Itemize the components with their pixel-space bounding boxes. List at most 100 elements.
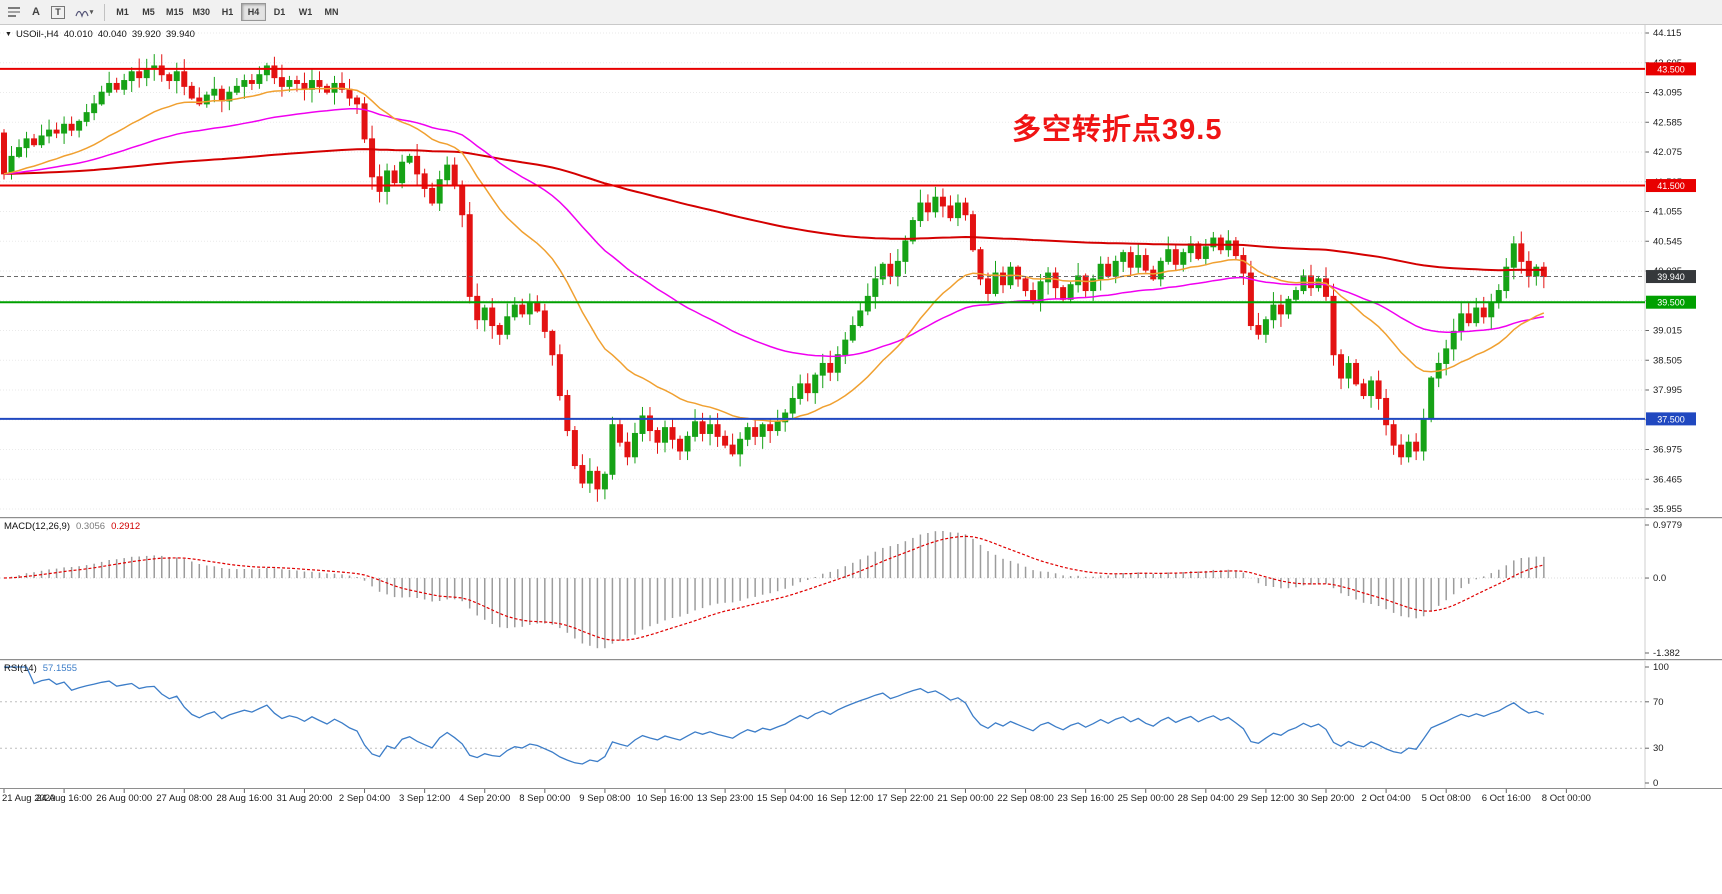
time-axis-tick: 28 Aug 16:00	[216, 793, 272, 804]
candle-down	[752, 427, 759, 437]
candle-up	[8, 155, 15, 175]
ma-line-slow	[3, 148, 1544, 272]
candle-down	[556, 354, 563, 397]
timeframe-d1[interactable]: D1	[273, 7, 286, 17]
text-annotate-icon[interactable]: A	[32, 6, 40, 18]
candle-up	[444, 164, 451, 181]
candle-up	[759, 424, 766, 437]
candle-down	[188, 85, 195, 99]
time-axis-tick: 16 Sep 12:00	[817, 793, 874, 804]
candle-up	[1135, 255, 1142, 268]
time-axis-tick: 29 Sep 12:00	[1238, 793, 1295, 804]
candle-up	[797, 383, 804, 399]
time-axis-tick: 28 Sep 04:00	[1178, 793, 1235, 804]
order-lines-icon-glyph	[8, 7, 20, 17]
candle-down	[827, 362, 834, 373]
timeframe-group: M1 M5 M15 M30 H1 H4 D1 W1 MN	[110, 3, 344, 21]
candle-up	[707, 424, 714, 434]
candle-down	[316, 80, 323, 87]
candle-down	[496, 325, 503, 335]
price-tag	[1646, 179, 1696, 193]
toolbar-separator	[104, 3, 105, 21]
candle-down	[1390, 424, 1397, 446]
candle-up	[872, 278, 879, 297]
candle-down	[421, 173, 428, 189]
candle-up	[46, 129, 53, 137]
candle-down	[984, 278, 991, 294]
price-axis-tick: 40.545	[1653, 236, 1682, 247]
cycle-lines-icon[interactable]: ▾	[69, 2, 99, 22]
price-axis-tick: 44.115	[1653, 28, 1681, 39]
candle-down	[346, 88, 353, 99]
price-tag-label: 37.500	[1657, 414, 1685, 424]
candle-down	[1338, 354, 1345, 379]
rsi-value: 57.1555	[42, 663, 78, 674]
candle-up	[61, 123, 68, 134]
candle-down	[361, 103, 368, 140]
candle-up	[744, 427, 751, 440]
time-axis-tick: 26 Aug 00:00	[96, 793, 152, 804]
candle-up	[399, 161, 406, 184]
candle-down	[654, 430, 661, 443]
chart-dropdown-arrow-icon[interactable]: ▼	[5, 31, 12, 38]
timeframe-m5[interactable]: M5	[142, 7, 155, 17]
candle-down	[767, 424, 774, 432]
candle-up	[1270, 304, 1277, 321]
candle-down	[677, 438, 684, 452]
candle-up	[601, 473, 608, 490]
candle-down	[534, 301, 541, 312]
candle-up	[76, 120, 83, 131]
timeframe-h1[interactable]: H1	[221, 7, 234, 17]
chart-annotation-text[interactable]: 多空转折点39.5	[1012, 114, 1223, 146]
candle-up	[106, 82, 113, 93]
price-tag-label: 39.500	[1657, 298, 1685, 308]
candle-up	[91, 103, 98, 114]
price-tag-label: 39.940	[1657, 272, 1685, 282]
candle-down	[669, 427, 676, 440]
candle-down	[1465, 313, 1472, 324]
text-label-icon[interactable]: T	[47, 2, 69, 22]
rsi-axis-tick: 70	[1653, 697, 1664, 708]
candle-down	[181, 71, 188, 87]
text-label-icon-glyph: T	[51, 5, 65, 19]
candle-down	[1353, 362, 1360, 385]
timeframe-m15[interactable]: M15	[166, 7, 184, 17]
timeframe-h4[interactable]: H4	[241, 3, 267, 21]
candle-up	[954, 202, 961, 219]
candle-down	[564, 395, 571, 432]
candle-down	[1082, 275, 1089, 292]
timeframe-m1[interactable]: M1	[116, 7, 129, 17]
order-lines-icon[interactable]	[3, 2, 25, 22]
candle-up	[909, 220, 916, 242]
candle-up	[226, 91, 233, 102]
candle-down	[1277, 304, 1284, 315]
candle-down	[541, 310, 548, 332]
price-axis-tick: 35.955	[1653, 504, 1682, 515]
candle-down	[519, 304, 526, 315]
candle-down	[1015, 266, 1022, 280]
rsi-axis-tick: 100	[1653, 662, 1669, 673]
candle-down	[969, 214, 976, 251]
rsi-line	[4, 666, 1545, 765]
candle-down	[714, 424, 721, 437]
timeframe-m30[interactable]: M30	[192, 7, 211, 17]
symbol-name: USOil-,H4	[15, 29, 59, 40]
candle-down	[624, 441, 631, 458]
candle-down	[1247, 272, 1254, 327]
candle-up	[23, 138, 30, 149]
candle-up	[1045, 272, 1052, 283]
time-axis-tick: 8 Oct 00:00	[1542, 793, 1591, 804]
timeframe-w1[interactable]: W1	[298, 7, 313, 17]
candle-up	[834, 354, 841, 373]
quote-high: 40.040	[97, 29, 127, 40]
candle-up	[1495, 290, 1502, 303]
candle-down	[939, 196, 946, 207]
candle-up	[639, 415, 646, 434]
timeframe-mn[interactable]: MN	[324, 7, 339, 17]
candle-down	[113, 82, 120, 90]
candle-up	[609, 424, 616, 475]
candle-down	[354, 97, 361, 105]
rsi-indicator-label: RSI(14) 57.1555	[4, 663, 77, 674]
candle-up	[241, 80, 248, 87]
